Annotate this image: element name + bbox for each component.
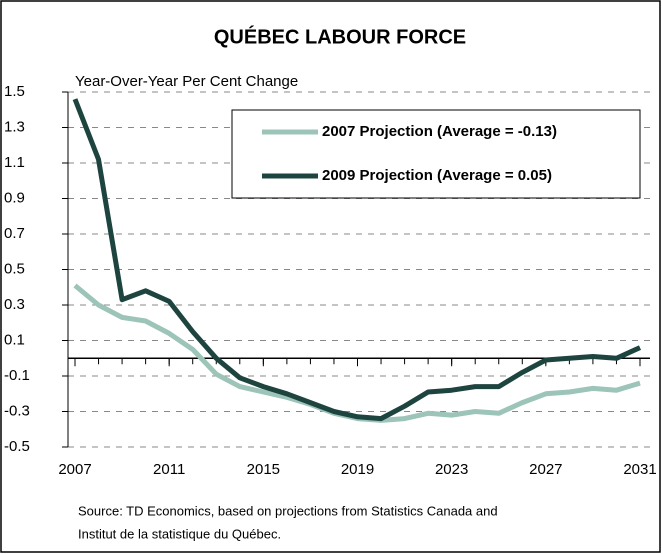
source: Institut de la statistique du Québec.	[78, 526, 281, 541]
x-tick-label: 2007	[58, 461, 91, 478]
legend-label: 2009 Projection (Average = 0.05)	[322, 167, 552, 184]
y-tick-label: 0.3	[4, 296, 25, 313]
source: Source: TD Economics, based on projectio…	[78, 503, 498, 518]
y-axis-label: Year-Over-Year Per Cent Change	[75, 73, 298, 90]
x-tick-label: 2015	[247, 461, 280, 478]
y-tick-label: 0.9	[4, 189, 25, 206]
x-tick-label: 2027	[529, 461, 562, 478]
legend-box	[231, 109, 641, 199]
chart-title: QUÉBEC LABOUR FORCE	[214, 25, 466, 48]
y-tick-label: -0.3	[4, 402, 30, 419]
y-tick-label: 0.1	[4, 331, 25, 348]
series-line	[72, 98, 642, 422]
y-tick-label: -0.1	[4, 367, 30, 384]
x-tick-label: 2011	[153, 461, 185, 478]
x-tick-label: 2031	[623, 461, 656, 478]
y-tick-label: 0.7	[4, 225, 25, 242]
legend-label: 2007 Projection (Average = -0.13)	[322, 123, 557, 140]
x-tick-label: 2023	[435, 461, 468, 478]
y-tick-label: 1.5	[4, 83, 25, 100]
y-tick-label: -0.5	[4, 438, 30, 455]
y-tick-label: 1.1	[4, 154, 25, 171]
y-tick-label: 1.3	[4, 118, 25, 135]
x-tick-label: 2019	[341, 461, 374, 478]
y-tick-label: 0.5	[4, 260, 25, 277]
